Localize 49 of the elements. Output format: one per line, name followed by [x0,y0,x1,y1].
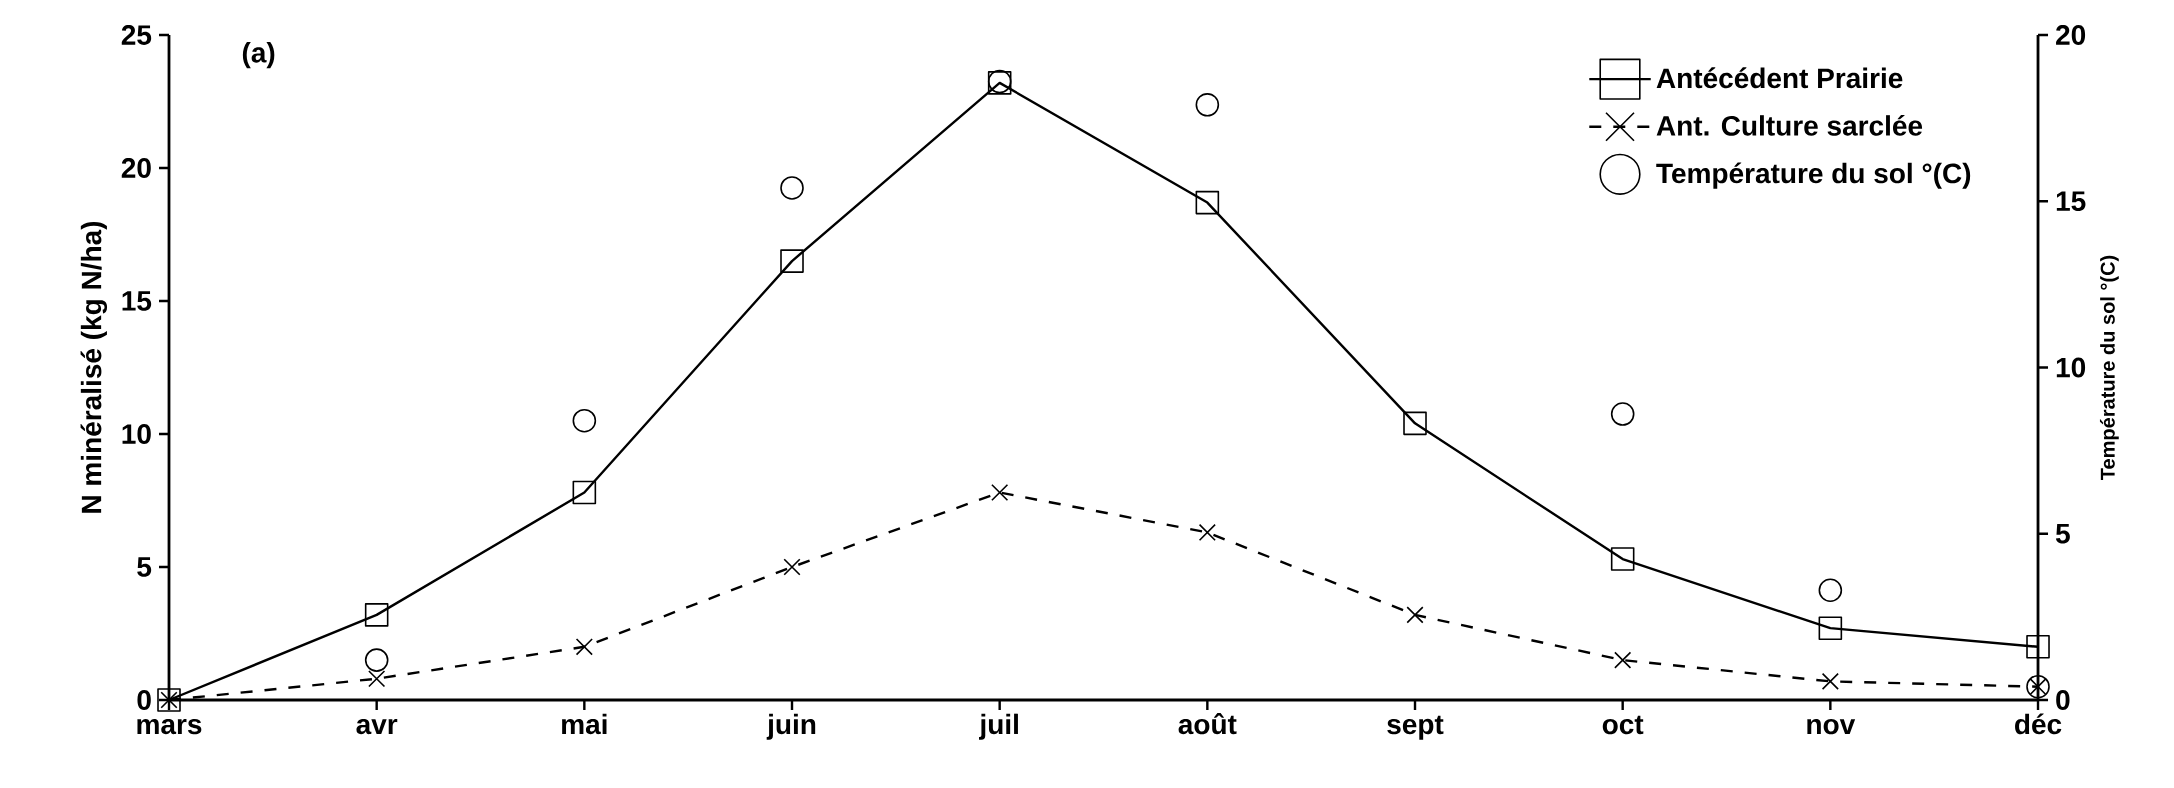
legend-label: Température du sol °(C) [1656,162,1971,189]
point [368,670,386,688]
y2-tick-label: 0 [2056,690,2070,710]
point [783,558,801,576]
point [572,480,597,505]
y-tick-label: 25 [121,25,152,45]
point [991,483,1009,502]
point [575,638,593,656]
point [1818,616,1843,640]
x-tick-label: août [1178,713,1237,735]
x-tick-label: avr [356,718,398,735]
y2-tick-label: 15 [2056,191,2086,212]
y2-tick-label: 10 [2056,357,2086,378]
y-tick-label: 15 [122,291,152,311]
point [1610,402,1635,426]
y2-axis-title: Température du sol °(C) [2099,255,2119,480]
point [1821,672,1839,690]
point [2026,635,2050,659]
y-tick-label: 20 [121,158,151,178]
point [1403,411,1427,436]
point [1406,606,1424,624]
x-tick-label: nov [1807,718,1856,735]
y-tick-label: 10 [122,424,151,444]
point [572,408,597,433]
legend-label: Antécédent Prairie [1656,67,1903,89]
annotation: (a) [242,42,275,69]
point [364,603,389,627]
y-tick-label: 5 [137,557,152,577]
x-tick-label: juil [979,713,1018,740]
point [1818,578,1843,603]
point [364,648,389,672]
x-tick-label: sept [1387,715,1444,740]
x-tick-label: mars [137,718,202,735]
legend-label: Ant. Culture sarclée [1656,114,1923,136]
point [1198,523,1216,541]
y-axis-title: N minéralisé (kg N/ha) [80,221,108,513]
y-tick-label: 0 [137,690,151,710]
y2-tick-label: 20 [2056,25,2086,45]
point [780,249,804,273]
point [1610,547,1635,571]
y2-tick-label: 5 [2055,523,2070,544]
x-tick-label: oct [1602,715,1644,735]
point [1195,190,1220,215]
point [780,176,804,200]
point [1614,651,1632,669]
x-tick-label: déc [2015,713,2062,735]
point [1195,93,1220,117]
x-tick-label: mai [562,713,607,735]
x-tick-label: juin [766,713,816,740]
